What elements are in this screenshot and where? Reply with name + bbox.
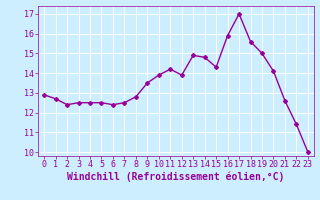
X-axis label: Windchill (Refroidissement éolien,°C): Windchill (Refroidissement éolien,°C) <box>67 172 285 182</box>
